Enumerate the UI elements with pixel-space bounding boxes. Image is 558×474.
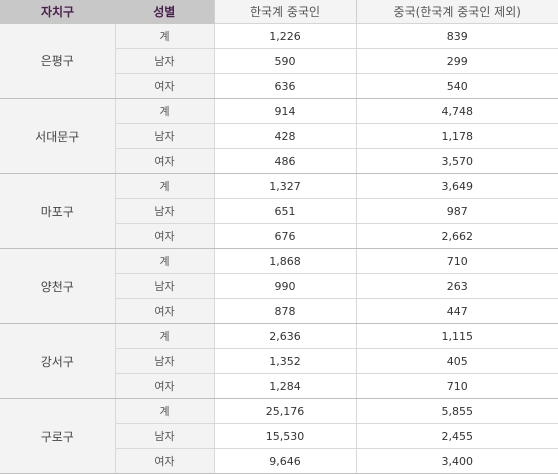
- district-cell: 서대문구: [0, 98, 115, 174]
- gender-cell: 남자: [114, 423, 214, 449]
- chinese-count-cell: 987: [355, 198, 558, 224]
- table-row: 여자 676 2,662: [0, 223, 558, 249]
- table-row: 남자 428 1,178: [0, 123, 558, 149]
- gender-cell: 계: [114, 398, 214, 424]
- korean-chinese-count-cell: 428: [213, 123, 356, 149]
- table-row: 남자 1,352 405: [0, 348, 558, 374]
- table-row: 남자 15,530 2,455: [0, 423, 558, 449]
- table-row: 여자 636 540: [0, 73, 558, 99]
- chinese-count-cell: 3,570: [355, 148, 558, 174]
- district-cell: 강서구: [0, 323, 115, 399]
- table-row: 구로구 계 25,176 5,855: [0, 398, 558, 474]
- chinese-count-cell: 405: [355, 348, 558, 374]
- korean-chinese-count-cell: 878: [213, 298, 356, 324]
- gender-cell: 계: [114, 98, 214, 124]
- gender-cell: 남자: [114, 273, 214, 299]
- chinese-count-cell: 5,855: [355, 398, 558, 424]
- table-row: 여자 9,646 3,400: [0, 448, 558, 474]
- korean-chinese-count-cell: 1,284: [213, 373, 356, 399]
- table-row: 마포구 계 1,327 3,649: [0, 173, 558, 249]
- table-row: 은평구 계 1,226 839: [0, 23, 558, 99]
- gender-cell: 여자: [114, 373, 214, 399]
- chinese-count-cell: 4,748: [355, 98, 558, 124]
- district-cell: 은평구: [0, 23, 115, 99]
- chinese-count-cell: 839: [355, 23, 558, 49]
- chinese-count-cell: 3,400: [355, 448, 558, 474]
- chinese-count-cell: 447: [355, 298, 558, 324]
- table-row: 서대문구 계 914 4,748: [0, 98, 558, 174]
- gender-cell: 여자: [114, 73, 214, 99]
- korean-chinese-count-cell: 1,327: [213, 173, 356, 199]
- gender-cell: 여자: [114, 298, 214, 324]
- chinese-count-cell: 710: [355, 373, 558, 399]
- table-body: 은평구 계 1,226 839 남자 590 299 여자 636 540 서대문구 계 914 4,74…: [0, 23, 558, 474]
- header-korean-chinese: 한국계 중국인: [213, 0, 356, 24]
- header-chinese: 중국(한국계 중국인 제외): [355, 0, 558, 24]
- chinese-count-cell: 710: [355, 248, 558, 274]
- gender-cell: 계: [114, 23, 214, 49]
- table-row: 양천구 계 1,868 710: [0, 248, 558, 324]
- korean-chinese-count-cell: 2,636: [213, 323, 356, 349]
- gender-cell: 여자: [114, 223, 214, 249]
- table-row: 남자 590 299: [0, 48, 558, 74]
- gender-cell: 계: [114, 173, 214, 199]
- district-cell: 양천구: [0, 248, 115, 324]
- korean-chinese-count-cell: 15,530: [213, 423, 356, 449]
- chinese-count-cell: 540: [355, 73, 558, 99]
- gender-cell: 남자: [114, 348, 214, 374]
- korean-chinese-count-cell: 9,646: [213, 448, 356, 474]
- gender-cell: 남자: [114, 123, 214, 149]
- korean-chinese-count-cell: 1,352: [213, 348, 356, 374]
- chinese-count-cell: 2,662: [355, 223, 558, 249]
- chinese-count-cell: 1,115: [355, 323, 558, 349]
- gender-cell: 여자: [114, 448, 214, 474]
- korean-chinese-count-cell: 914: [213, 98, 356, 124]
- korean-chinese-count-cell: 590: [213, 48, 356, 74]
- header-row: 자치구 성별 한국계 중국인 중국(한국계 중국인 제외): [0, 0, 558, 24]
- gender-cell: 여자: [114, 148, 214, 174]
- table-row: 여자 486 3,570: [0, 148, 558, 174]
- korean-chinese-count-cell: 25,176: [213, 398, 356, 424]
- korean-chinese-count-cell: 990: [213, 273, 356, 299]
- chinese-count-cell: 299: [355, 48, 558, 74]
- chinese-count-cell: 1,178: [355, 123, 558, 149]
- korean-chinese-count-cell: 486: [213, 148, 356, 174]
- gender-cell: 남자: [114, 48, 214, 74]
- gender-cell: 계: [114, 323, 214, 349]
- district-cell: 마포구: [0, 173, 115, 249]
- chinese-count-cell: 2,455: [355, 423, 558, 449]
- table-row: 남자 651 987: [0, 198, 558, 224]
- header-district: 자치구: [0, 0, 115, 24]
- chinese-count-cell: 3,649: [355, 173, 558, 199]
- korean-chinese-count-cell: 676: [213, 223, 356, 249]
- korean-chinese-count-cell: 651: [213, 198, 356, 224]
- korean-chinese-count-cell: 636: [213, 73, 356, 99]
- korean-chinese-count-cell: 1,226: [213, 23, 356, 49]
- table-row: 여자 1,284 710: [0, 373, 558, 399]
- chinese-count-cell: 263: [355, 273, 558, 299]
- header-gender: 성별: [115, 0, 214, 24]
- gender-cell: 계: [114, 248, 214, 274]
- table-row: 남자 990 263: [0, 273, 558, 299]
- gender-cell: 남자: [114, 198, 214, 224]
- korean-chinese-count-cell: 1,868: [213, 248, 356, 274]
- table-row: 강서구 계 2,636 1,115: [0, 323, 558, 399]
- district-cell: 구로구: [0, 398, 115, 474]
- table-row: 여자 878 447: [0, 298, 558, 324]
